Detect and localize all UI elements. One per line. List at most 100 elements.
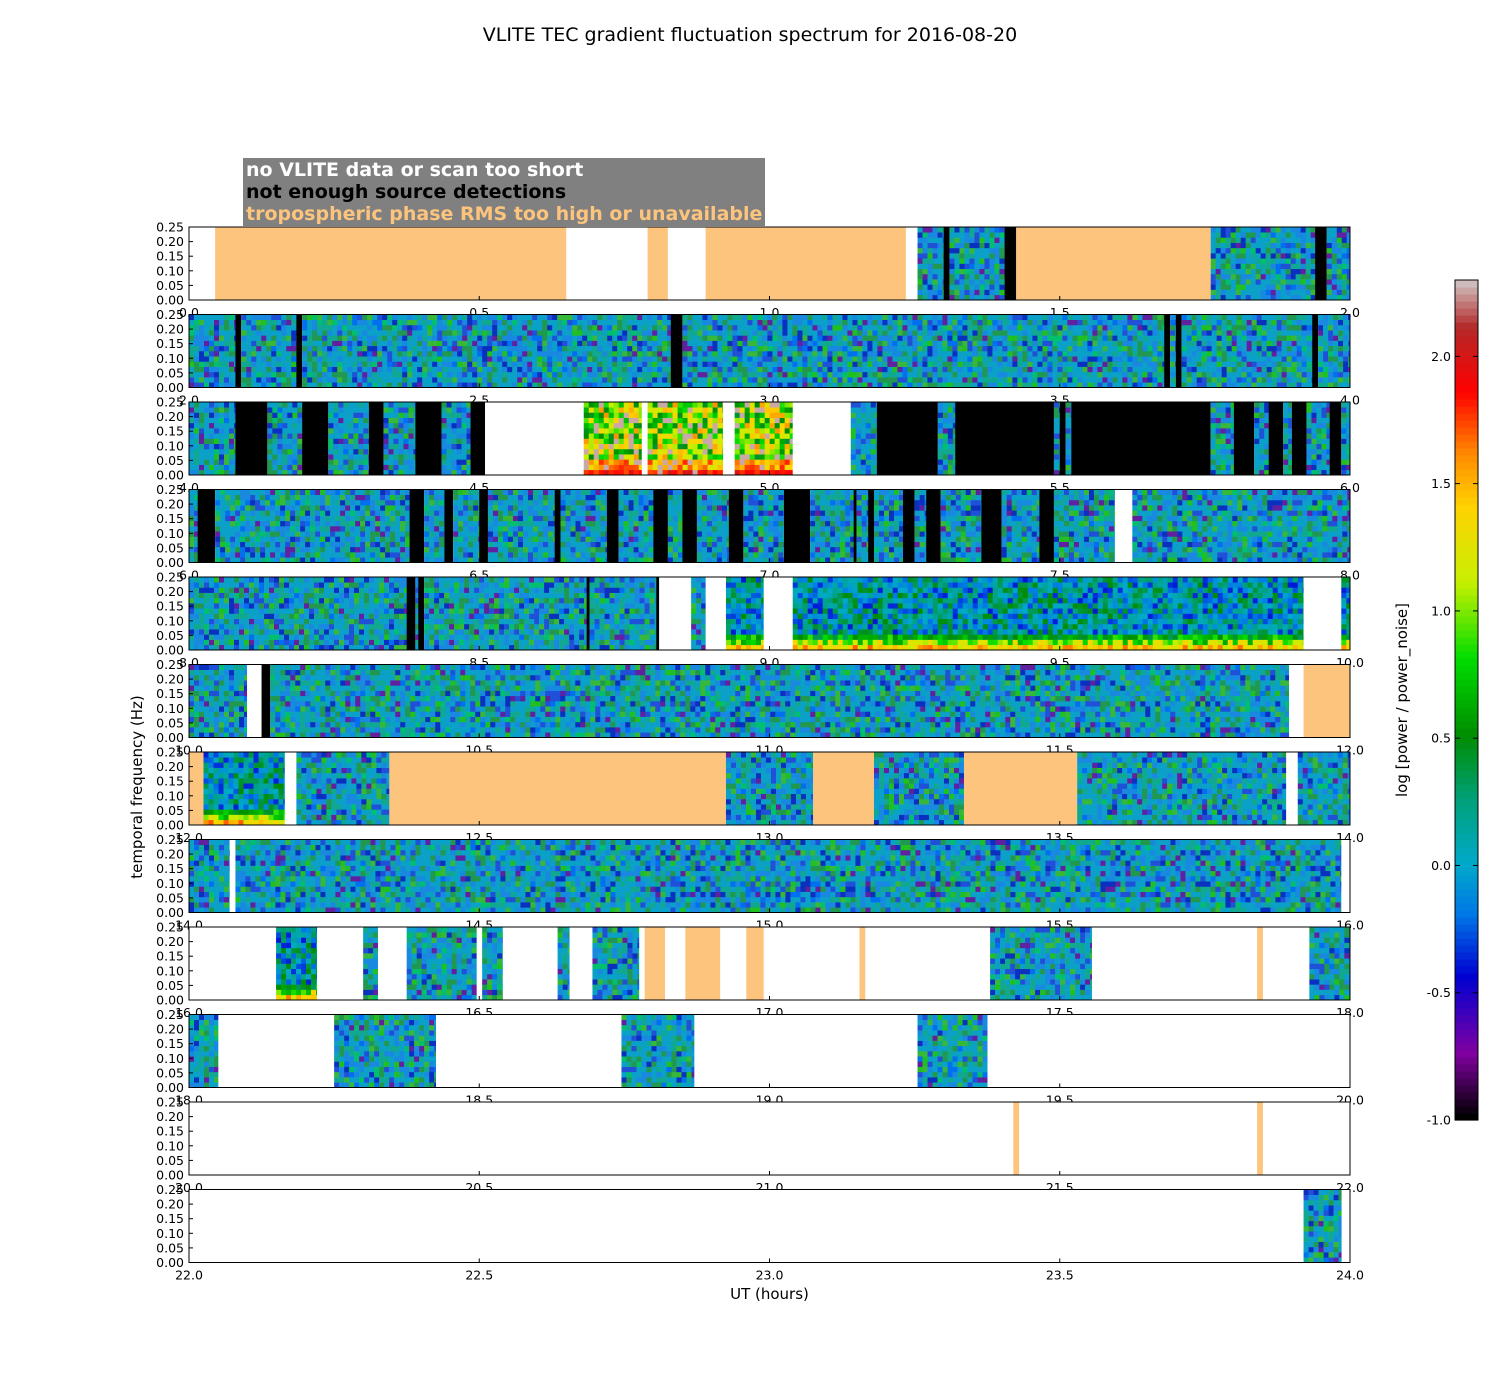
x-tick-label: 24.0 bbox=[1336, 1268, 1364, 1283]
y-tick-label: 0.10 bbox=[156, 1138, 184, 1153]
segment-tropo-rms bbox=[389, 752, 726, 825]
segment-few-detections bbox=[876, 402, 938, 475]
segment-tropo-rms bbox=[705, 227, 906, 300]
segment-spectrum bbox=[328, 402, 370, 476]
y-tick-label: 0.10 bbox=[156, 263, 184, 278]
segment-few-detections bbox=[1175, 314, 1182, 388]
legend: no VLITE data or scan too short not enou… bbox=[243, 158, 766, 226]
segment-spectrum bbox=[1181, 314, 1313, 388]
segment-tropo-rms bbox=[1016, 227, 1211, 300]
panel-1: 0.000.050.100.150.200.250.0 0.5 1.0 1.5 2.0 bbox=[156, 220, 1360, 321]
colorbar-tick-label: -1.0 bbox=[1427, 1113, 1451, 1128]
y-tick-label: 0.25 bbox=[156, 482, 184, 497]
segment-few-detections bbox=[235, 402, 268, 475]
x-axis-label: UT (hours) bbox=[730, 1285, 809, 1303]
segment-spectrum bbox=[1210, 402, 1235, 476]
segment-spectrum bbox=[296, 752, 390, 826]
segment-spectrum bbox=[189, 1014, 219, 1088]
segment-spectrum bbox=[203, 752, 286, 826]
y-tick-label: 0.15 bbox=[156, 599, 184, 614]
segment-few-detections bbox=[606, 489, 619, 563]
segment-spectrum bbox=[189, 839, 230, 913]
segment-tropo-rms bbox=[215, 227, 567, 300]
segment-no-data bbox=[1114, 489, 1133, 563]
y-tick-label: 0.20 bbox=[156, 584, 184, 599]
segment-few-detections bbox=[955, 402, 1054, 475]
segment-no-data bbox=[763, 577, 793, 650]
segment-few-detections bbox=[1312, 314, 1319, 388]
x-tick-label: 23.0 bbox=[756, 1268, 784, 1283]
y-tick-label: 0.15 bbox=[156, 949, 184, 964]
segment-tropo-rms bbox=[1303, 664, 1350, 738]
segment-few-detections bbox=[586, 577, 590, 650]
segment-tropo-rms bbox=[685, 927, 721, 1000]
y-tick-label: 0.15 bbox=[156, 1211, 184, 1226]
segment-spectrum bbox=[1341, 577, 1351, 651]
y-tick-label: 0.20 bbox=[156, 1109, 184, 1124]
y-tick-label: 0.25 bbox=[156, 745, 184, 760]
segment-few-detections bbox=[1039, 489, 1054, 563]
segment-tropo-rms bbox=[746, 927, 764, 1000]
segment-few-detections bbox=[554, 489, 561, 563]
segment-few-detections bbox=[444, 489, 454, 563]
segment-spectrum bbox=[618, 489, 654, 563]
segment-spectrum bbox=[873, 489, 904, 563]
y-tick-label: 0.10 bbox=[156, 701, 184, 716]
segment-few-detections bbox=[1268, 402, 1284, 475]
segment-few-detections bbox=[409, 489, 425, 563]
segment-spectrum bbox=[583, 402, 643, 476]
y-tick-label: 0.10 bbox=[156, 963, 184, 978]
segment-tropo-rms bbox=[963, 752, 1078, 825]
segment-few-detections bbox=[296, 314, 303, 388]
y-tick-label: 0.00 bbox=[156, 293, 184, 308]
y-tick-label: 0.20 bbox=[156, 1197, 184, 1212]
y-tick-label: 0.00 bbox=[156, 643, 184, 658]
y-tick-label: 0.10 bbox=[156, 788, 184, 803]
segment-spectrum bbox=[589, 577, 657, 651]
segment-spectrum bbox=[189, 664, 248, 738]
segment-tropo-rms bbox=[644, 927, 666, 1000]
chart-title: VLITE TEC gradient fluctuation spectrum … bbox=[0, 24, 1500, 46]
segment-few-detections bbox=[853, 489, 857, 563]
x-tick-label: 22.5 bbox=[465, 1268, 493, 1283]
y-tick-label: 0.05 bbox=[156, 890, 184, 905]
segment-tropo-rms bbox=[647, 227, 668, 300]
y-tick-label: 0.10 bbox=[156, 876, 184, 891]
colorbar-tick-label: -0.5 bbox=[1427, 985, 1451, 1000]
segment-spectrum bbox=[334, 1014, 437, 1088]
colorbar-tick-label: 1.5 bbox=[1431, 476, 1451, 491]
segment-spectrum bbox=[621, 1014, 695, 1088]
segment-spectrum bbox=[1132, 489, 1351, 563]
y-tick-label: 0.20 bbox=[156, 672, 184, 687]
segment-spectrum bbox=[937, 402, 956, 476]
segment-few-detections bbox=[903, 489, 915, 563]
segment-few-detections bbox=[418, 577, 425, 650]
segment-no-data bbox=[189, 227, 216, 300]
y-tick-label: 0.00 bbox=[156, 993, 184, 1008]
segment-few-detections bbox=[302, 402, 329, 475]
segment-spectrum bbox=[1318, 314, 1351, 388]
panel-4: 0.000.050.100.150.200.256.0 6.5 7.0 7.5 8.0 bbox=[156, 482, 1360, 583]
segment-few-detections bbox=[653, 489, 668, 563]
y-tick-label: 0.25 bbox=[156, 1182, 184, 1197]
segment-spectrum bbox=[1297, 752, 1351, 826]
segment-few-detections bbox=[406, 577, 416, 650]
segment-spectrum bbox=[1053, 489, 1116, 563]
segment-few-detections bbox=[1315, 227, 1327, 300]
segment-spectrum bbox=[1306, 402, 1330, 476]
segment-spectrum bbox=[691, 577, 706, 651]
segment-tropo-rms bbox=[189, 752, 204, 825]
legend-entry-no-data: no VLITE data or scan too short bbox=[246, 159, 762, 181]
segment-spectrum bbox=[1254, 402, 1270, 476]
segment-few-detections bbox=[1004, 227, 1017, 300]
y-tick-label: 0.20 bbox=[156, 322, 184, 337]
segment-few-detections bbox=[261, 664, 271, 738]
segment-few-detections bbox=[656, 577, 660, 650]
y-tick-label: 0.05 bbox=[156, 453, 184, 468]
segment-few-detections bbox=[943, 227, 950, 300]
y-tick-label: 0.00 bbox=[156, 1080, 184, 1095]
segment-spectrum bbox=[424, 577, 587, 651]
